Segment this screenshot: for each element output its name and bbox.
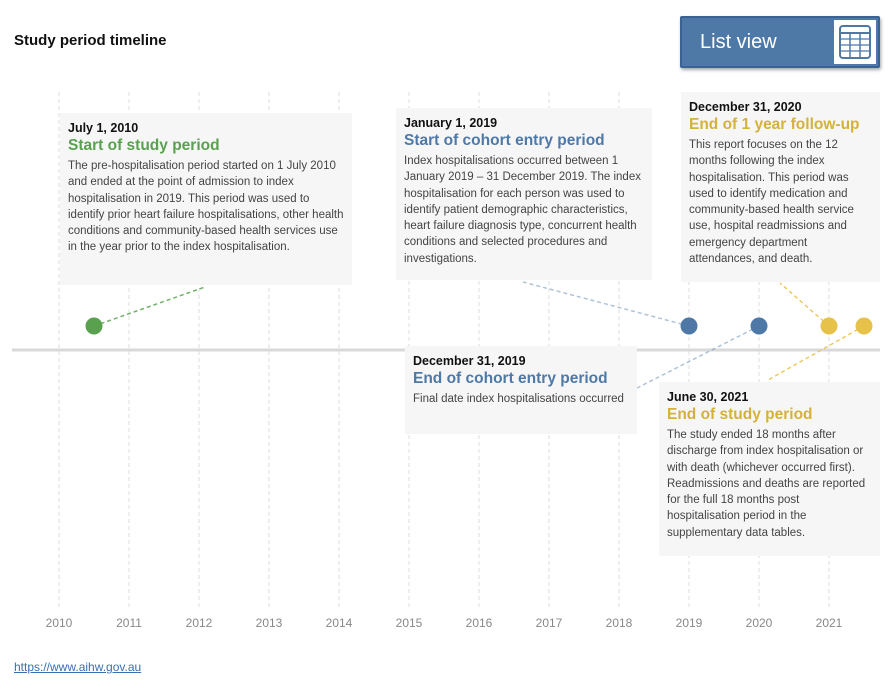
event-date: January 1, 2019	[404, 116, 498, 130]
event-description: The study ended 18 months after discharg…	[667, 429, 866, 539]
x-tick-label: 2013	[256, 616, 283, 630]
event-description: The pre-hospitalisation period started o…	[68, 160, 344, 254]
event-description: This report focuses on the 12 months fol…	[689, 139, 854, 266]
connector-line	[93, 286, 206, 327]
event-heading: End of study period	[667, 406, 813, 423]
event-date: December 31, 2020	[689, 100, 802, 114]
x-tick-label: 2020	[746, 616, 773, 630]
connector-line	[779, 282, 830, 327]
callout-connectors	[93, 281, 865, 389]
event-card-end-followup: December 31, 2020 End of 1 year follow-u…	[681, 92, 880, 282]
connector-line	[636, 325, 760, 389]
page-title: Study period timeline	[14, 32, 167, 49]
event-heading: End of 1 year follow-up	[689, 116, 860, 133]
event-card-end-study: June 30, 2021 End of study period The st…	[659, 382, 880, 556]
x-tick-label: 2014	[326, 616, 353, 630]
x-tick-label: 2017	[536, 616, 563, 630]
connector-line	[767, 325, 865, 381]
x-tick-label: 2012	[186, 616, 213, 630]
x-tick-label: 2021	[816, 616, 843, 630]
event-point-0[interactable]	[85, 317, 103, 335]
list-view-button[interactable]: List view	[680, 16, 880, 68]
x-tick-label: 2011	[116, 616, 142, 630]
table-list-icon	[834, 20, 876, 64]
x-tick-label: 2010	[46, 616, 73, 630]
event-date: June 30, 2021	[667, 390, 749, 404]
connector-line	[522, 281, 690, 327]
event-heading: Start of cohort entry period	[404, 132, 605, 149]
event-description: Index hospitalisations occurred between …	[404, 155, 641, 265]
event-card-start-cohort: January 1, 2019 Start of cohort entry pe…	[396, 108, 652, 280]
x-tick-labels: 2010 2011 2012 2013 2014 2015 2016 2017 2018 2019…	[46, 616, 843, 630]
event-point-2[interactable]	[750, 317, 768, 335]
aihw-link[interactable]: https://www.aihw.gov.au	[14, 660, 142, 674]
x-tick-label: 2018	[606, 616, 633, 630]
list-view-label: List view	[700, 31, 777, 53]
event-card-end-cohort: December 31, 2019 End of cohort entry pe…	[405, 346, 637, 434]
event-card-start-study: July 1, 2010 Start of study period The p…	[60, 113, 352, 285]
event-date: December 31, 2019	[413, 354, 526, 368]
event-date: July 1, 2010	[68, 121, 139, 135]
x-tick-label: 2019	[676, 616, 703, 630]
event-description: Final date index hospitalisations occurr…	[413, 393, 624, 405]
x-tick-label: 2016	[466, 616, 493, 630]
event-heading: Start of study period	[68, 137, 220, 154]
event-points	[85, 317, 873, 335]
x-tick-label: 2015	[396, 616, 423, 630]
event-point-4[interactable]	[855, 317, 873, 335]
event-point-3[interactable]	[820, 317, 838, 335]
event-point-1[interactable]	[680, 317, 698, 335]
event-heading: End of cohort entry period	[413, 370, 608, 387]
